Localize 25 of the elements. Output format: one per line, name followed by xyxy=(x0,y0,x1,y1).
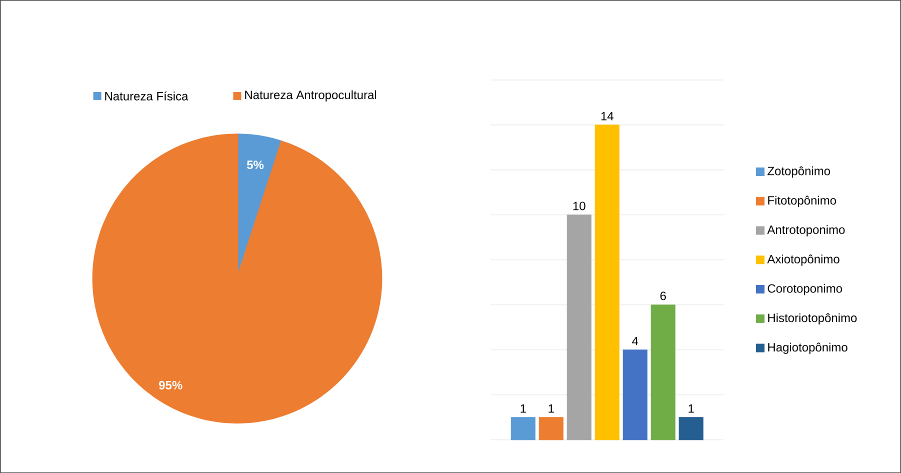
data-label: 95% xyxy=(159,380,182,390)
legend-label: Natureza Antropocultural xyxy=(245,90,376,102)
data-label: 14 xyxy=(601,112,614,120)
legend-label: Natureza Física xyxy=(105,91,188,100)
legend-label: Corotoponimo xyxy=(768,284,842,296)
legend-label: Axiotopônimo xyxy=(767,254,840,266)
legend-label: Historiotopônimo xyxy=(768,313,857,324)
data-label: 1 xyxy=(520,404,526,413)
legend-label: Hagiotopônimo xyxy=(768,342,848,354)
bar xyxy=(566,214,592,440)
data-label: 5% xyxy=(246,160,264,169)
legend-label: Antrotoponimo xyxy=(767,225,845,236)
data-label: 6 xyxy=(660,292,666,300)
bar xyxy=(678,416,704,440)
data-label: 1 xyxy=(548,404,554,413)
bar xyxy=(622,350,648,440)
bar xyxy=(510,416,536,440)
bar xyxy=(538,416,564,440)
data-label: 1 xyxy=(688,404,694,413)
data-label: 10 xyxy=(573,202,586,210)
data-label: 4 xyxy=(632,336,638,346)
legend-label: Zotopônimo xyxy=(768,166,830,178)
bar xyxy=(594,124,620,440)
legend-label: Fitotopônimo xyxy=(768,196,836,207)
bar xyxy=(650,304,676,440)
